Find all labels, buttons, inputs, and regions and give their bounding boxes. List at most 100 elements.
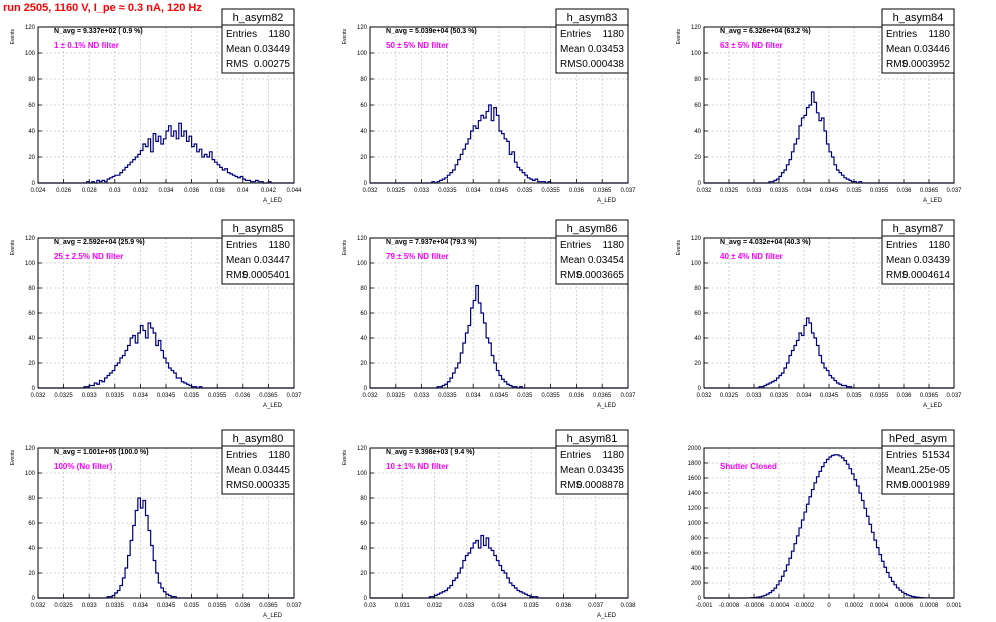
stats-box (881, 429, 955, 495)
histogram-panel-hPed_asym: -0.001 -0.0008 -0.0006 -0.0004 -0.0002 0 0.000… (688, 429, 962, 609)
y-tick-label: 80 (694, 286, 701, 292)
stats-label: Entries (560, 240, 591, 251)
x-tick-label: 0.036 (569, 393, 585, 399)
y-tick-label: 60 (28, 311, 35, 317)
y-tick-label: 100 (357, 471, 368, 477)
x-tick-label: 0.0004 (870, 603, 889, 609)
annotation-label: 40 ± 4% ND filter (720, 252, 783, 261)
histogram-name: hPed_asym (889, 433, 947, 445)
stats-label: Entries (226, 450, 257, 461)
stats-value: 0.0003952 (903, 59, 951, 70)
y-tick-label: 0 (364, 386, 368, 392)
stats-label: Mean (886, 44, 911, 55)
x-tick-label: 0.0355 (541, 188, 560, 194)
stats-label: Entries (886, 29, 917, 40)
stats-value: 0.03445 (254, 465, 291, 476)
y-tick-label: 2000 (688, 446, 702, 452)
y-tick-label: 1400 (688, 491, 702, 497)
y-axis-title: Events (342, 240, 348, 256)
stats-label: Mean (560, 44, 585, 55)
stats-label: Entries (226, 240, 257, 251)
stats-label: Mean (226, 255, 251, 266)
x-tick-label: 0.032 (696, 188, 712, 194)
x-axis-title: A_LED (263, 613, 283, 619)
x-tick-label: 0.034 (158, 188, 174, 194)
x-tick-label: 0.036 (184, 188, 200, 194)
x-tick-label: 0.0355 (870, 393, 889, 399)
stats-label: Mean (226, 44, 251, 55)
x-tick-label: 0.036 (235, 393, 251, 399)
y-tick-label: 800 (691, 536, 702, 542)
x-tick-label: 0.044 (286, 188, 302, 194)
histogram-series (704, 317, 954, 389)
y-tick-label: 40 (694, 129, 701, 135)
x-tick-label: 0.03 (364, 603, 376, 609)
stats-box (555, 429, 629, 495)
x-tick-label: 0.035 (517, 188, 533, 194)
y-tick-label: 60 (694, 103, 701, 109)
x-tick-label: 0.032 (30, 393, 46, 399)
stats-value: 1180 (602, 29, 624, 40)
x-tick-label: 0.031 (395, 603, 411, 609)
stats-value: 0.0001989 (903, 480, 951, 491)
stats-value: 51534 (922, 450, 950, 461)
y-tick-label: 20 (28, 361, 35, 367)
stats-label: Entries (886, 450, 917, 461)
y-tick-label: 60 (360, 521, 367, 527)
y-tick-label: 120 (691, 236, 702, 242)
annotation-label: 63 ± 5% ND filter (720, 41, 783, 50)
y-tick-label: 40 (360, 336, 367, 342)
x-tick-label: 0.033 (414, 188, 430, 194)
histogram-name: h_asym83 (567, 12, 618, 24)
page-title: run 2505, 1160 V, I_pe ≈ 0.3 nA, 120 Hz (3, 2, 202, 14)
stats-value: 1180 (602, 450, 624, 461)
stats-label: RMS (226, 480, 249, 491)
y-axis-title: Events (10, 29, 16, 45)
navg-label: N_avg = 1.001e+05 (100.0 %) (54, 449, 149, 456)
stats-label: Mean (886, 255, 911, 266)
y-tick-label: 20 (694, 361, 701, 367)
x-tick-label: 0.037 (286, 603, 302, 609)
x-tick-label: 0.033 (82, 393, 98, 399)
stats-value: 0.0003665 (577, 270, 625, 281)
stats-label: Entries (226, 29, 257, 40)
y-tick-label: 60 (360, 311, 367, 317)
stats-value: 1180 (268, 29, 290, 40)
x-tick-label: 0.0002 (845, 603, 864, 609)
y-tick-label: 20 (28, 155, 35, 161)
stats-value: 1.25e-05 (911, 465, 951, 476)
stats-value: 0.03453 (588, 44, 625, 55)
y-tick-label: 120 (25, 236, 36, 242)
navg-label: N_avg = 2.592e+04 (25.9 %) (54, 239, 145, 246)
y-tick-label: 80 (694, 77, 701, 83)
y-tick-label: 60 (28, 103, 35, 109)
histogram-panel-h_asym82: 0.024 0.026 0.028 0.03 0.032 0.034 0.036 0.038 0… (10, 8, 302, 204)
x-tick-label: 0.033 (746, 393, 762, 399)
x-tick-label: 0.036 (556, 603, 572, 609)
x-tick-label: 0.033 (746, 188, 762, 194)
x-tick-label: 0.034 (466, 393, 482, 399)
x-tick-label: 0.028 (82, 188, 98, 194)
x-tick-label: 0 (827, 603, 831, 609)
histogram-name: h_asym80 (233, 433, 284, 445)
y-axis-title: Events (676, 29, 682, 45)
x-tick-label: 0.0006 (895, 603, 914, 609)
x-tick-label: 0.0325 (720, 393, 739, 399)
y-tick-label: 20 (694, 155, 701, 161)
y-tick-label: 100 (357, 261, 368, 267)
x-tick-label: 0.034 (133, 603, 149, 609)
y-tick-label: 60 (360, 103, 367, 109)
y-tick-label: 80 (28, 496, 35, 502)
x-tick-label: 0.033 (82, 603, 98, 609)
stats-value: 0.03447 (254, 255, 291, 266)
stats-box (221, 8, 295, 74)
x-tick-label: 0.037 (588, 603, 604, 609)
annotation-label: 50 ± 5% ND filter (386, 41, 449, 50)
y-tick-label: 20 (360, 155, 367, 161)
y-tick-label: 100 (357, 51, 368, 57)
histogram-name: h_asym85 (233, 223, 284, 235)
y-tick-label: 40 (28, 336, 35, 342)
x-tick-label: 0.0325 (54, 603, 73, 609)
y-tick-label: 0 (32, 181, 36, 187)
annotation-label: 79 ± 5% ND filter (386, 252, 449, 261)
